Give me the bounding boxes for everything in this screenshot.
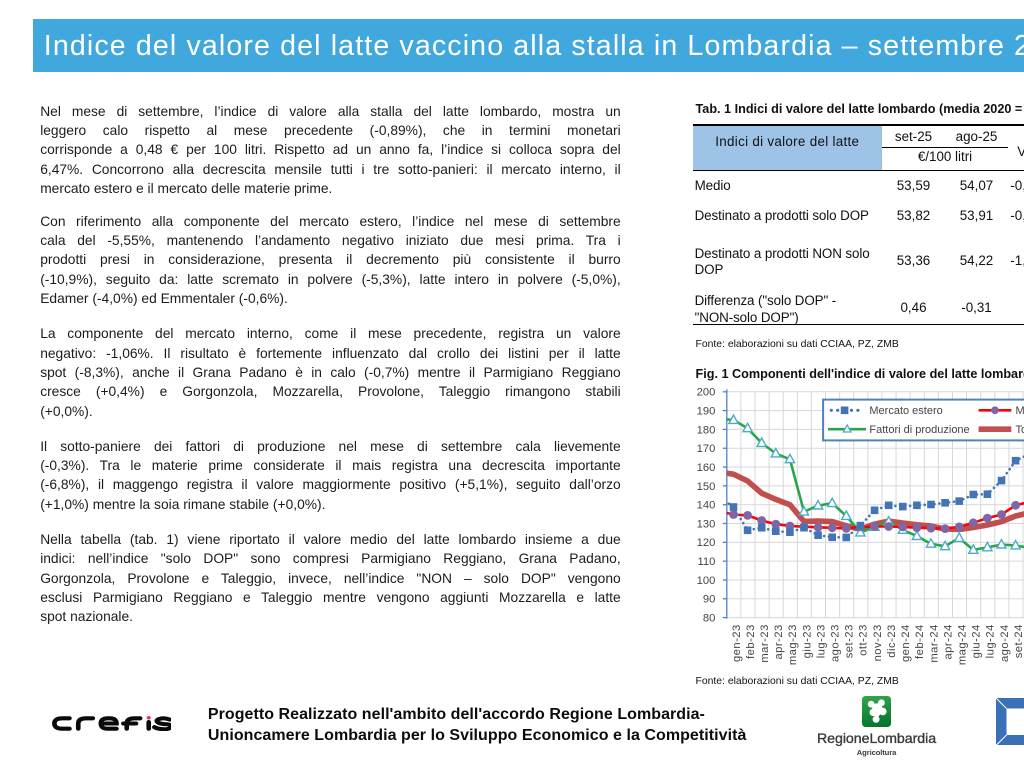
svg-text:apr-23: apr-23 [773,624,785,659]
svg-text:Fattori di produzione: Fattori di produzione [869,424,969,436]
svg-text:set-24: set-24 [1013,624,1024,658]
svg-text:ott-23: ott-23 [858,624,870,656]
svg-text:giu-23: giu-23 [801,624,813,658]
svg-text:80: 80 [703,613,715,625]
svg-text:gen-23: gen-23 [731,624,743,662]
svg-text:160: 160 [697,462,716,474]
svg-text:130: 130 [697,518,716,530]
svg-text:apr-24: apr-24 [942,624,954,659]
svg-text:Mercato interno: Mercato interno [1016,405,1024,417]
svg-text:110: 110 [697,556,715,568]
svg-text:mar-23: mar-23 [759,624,771,662]
svg-text:giu-24: giu-24 [971,624,983,658]
svg-text:lug-24: lug-24 [985,624,997,658]
svg-text:200: 200 [697,387,716,399]
svg-text:Mercato estero: Mercato estero [869,405,942,417]
svg-text:100: 100 [697,575,716,587]
svg-text:mag-23: mag-23 [787,624,799,665]
svg-text:ago-23: ago-23 [830,624,842,662]
svg-text:90: 90 [703,594,715,606]
svg-text:dic-23: dic-23 [886,624,898,657]
svg-text:gen-24: gen-24 [900,624,912,662]
svg-text:mag-24: mag-24 [957,624,969,665]
svg-text:mar-24: mar-24 [928,624,940,662]
svg-text:150: 150 [697,481,716,493]
svg-text:lug-23: lug-23 [815,624,827,658]
svg-text:ago-24: ago-24 [999,624,1011,662]
svg-text:feb-23: feb-23 [745,624,757,659]
svg-text:set-23: set-23 [844,624,856,658]
svg-text:140: 140 [697,500,716,512]
svg-text:nov-23: nov-23 [872,624,884,661]
svg-text:120: 120 [697,537,716,549]
svg-text:170: 170 [697,443,716,455]
svg-text:feb-24: feb-24 [914,624,926,659]
svg-text:Totale: Totale [1016,424,1024,436]
svg-text:180: 180 [697,424,716,436]
svg-text:190: 190 [697,406,716,418]
